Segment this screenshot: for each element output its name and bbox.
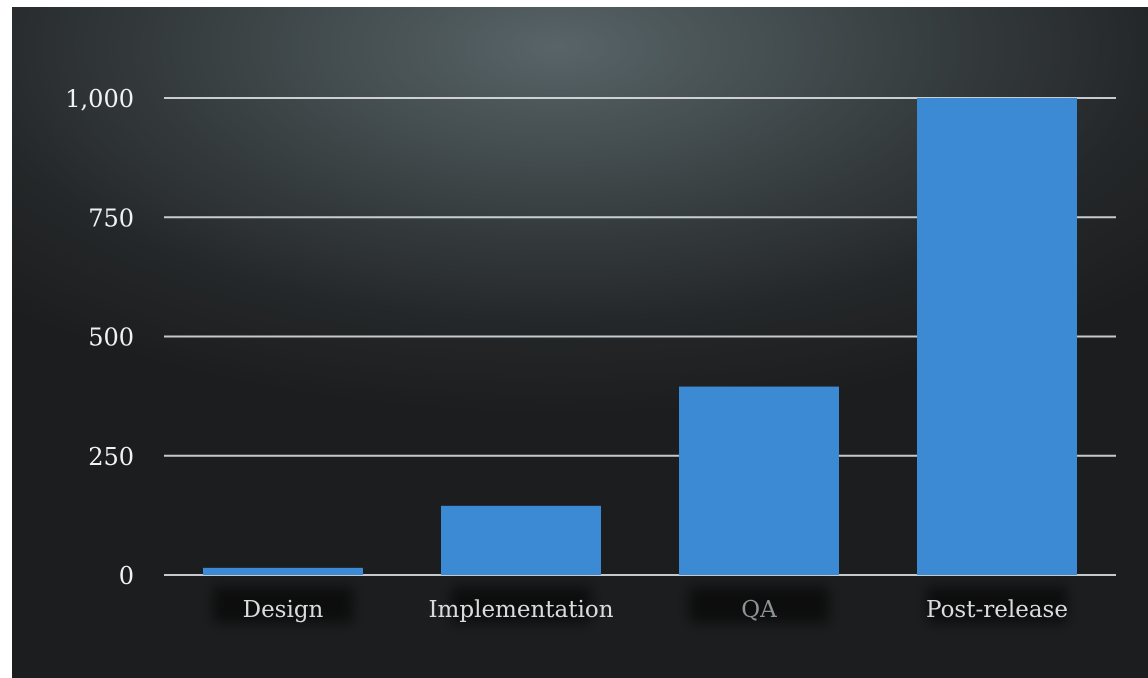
category-label-shadow	[213, 587, 353, 623]
bar	[203, 567, 363, 575]
y-tick-label: 0	[119, 562, 134, 590]
x-category-label: Post-release	[926, 597, 1068, 623]
x-category-label: QA	[741, 597, 777, 623]
bar	[679, 386, 839, 575]
bar-chart: 0 250 500 750 1,000 Design Implementation QA Po…	[65, 85, 1116, 623]
x-category-label: Implementation	[428, 597, 613, 623]
y-tick-label: 1,000	[65, 85, 134, 113]
y-tick-label: 250	[88, 443, 134, 471]
x-category-label: Design	[243, 597, 324, 623]
category-label-shadow	[451, 587, 591, 623]
y-axis-tick-labels: 0 250 500 750 1,000	[65, 85, 134, 590]
bars	[203, 98, 1077, 575]
y-tick-label: 750	[88, 204, 134, 232]
category-label-shadow	[927, 587, 1067, 623]
category-label-shadow	[689, 587, 829, 623]
y-tick-label: 500	[88, 324, 134, 352]
chart-slide: 0 250 500 750 1,000 Design Implementation QA Po…	[12, 7, 1148, 678]
x-axis-category-labels: Design Implementation QA Post-release	[213, 587, 1068, 623]
bar	[917, 98, 1077, 575]
bar	[441, 505, 601, 575]
